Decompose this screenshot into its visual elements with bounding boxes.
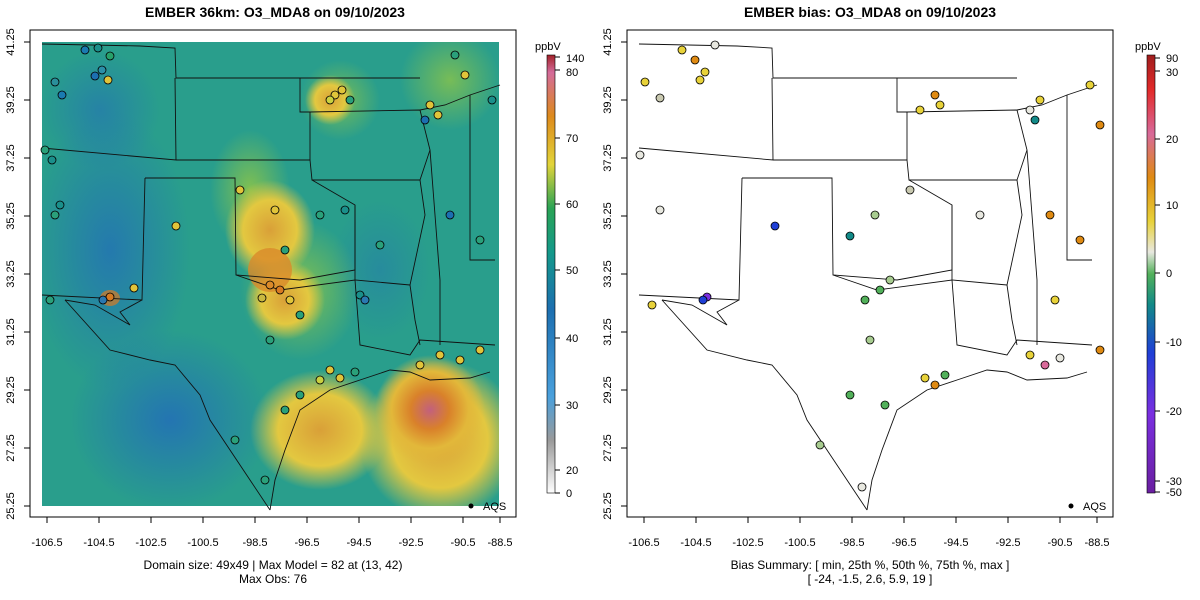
left-footer-line1: Domain size: 49x49 | Max Model = 82 at (… — [143, 558, 403, 572]
y-tick-label: 33.25 — [5, 260, 17, 288]
colorbar-tick-label: 0 — [566, 488, 572, 500]
y-tick-label: 31.25 — [602, 318, 614, 346]
x-tick-label: -100.5 — [784, 537, 815, 549]
x-tick-label: -92.5 — [995, 537, 1020, 549]
y-tick-label: 39.25 — [5, 86, 17, 114]
model-colorbar-ticks — [555, 56, 560, 494]
y-tick-label: 35.25 — [5, 202, 17, 230]
colorbar-tick-label: -30 — [1166, 476, 1182, 488]
right-footer-line2: [ -24, -1.5, 2.6, 5.9, 19 ] — [807, 572, 933, 586]
colorbar-tick-label: -10 — [1166, 337, 1182, 349]
x-tick-label: -96.5 — [294, 537, 319, 549]
y-tick-label: 33.25 — [602, 260, 614, 288]
right-x-tick-labels: -106.5 -104.5 -102.5 -100.5 -98.5 -96.5 … — [628, 537, 1109, 549]
x-tick-label: -90.5 — [1047, 537, 1072, 549]
x-tick-label: -96.5 — [891, 537, 916, 549]
model-colorbar — [546, 54, 556, 494]
colorbar-tick-label: -50 — [1166, 487, 1182, 499]
right-y-axis — [621, 41, 627, 507]
colorbar-tick-label: 50 — [566, 265, 578, 277]
bias-colorbar-ticks — [1155, 57, 1160, 493]
right-footer-line1: Bias Summary: [ min, 25th %, 50th %, 75t… — [730, 558, 1010, 572]
left-y-tick-labels: 25.25 27.25 29.25 31.25 33.25 35.25 37.2… — [5, 28, 17, 520]
x-tick-label: -106.5 — [628, 537, 659, 549]
model-colorbar-unit: ppbV — [535, 41, 561, 53]
x-tick-label: -100.5 — [187, 537, 218, 549]
model-colorbar-labels: 0 20 30 40 50 60 70 80 140 — [566, 53, 584, 500]
colorbar-tick-label: 80 — [566, 67, 578, 79]
bias-colorbar-labels: -50 -30 -20 -10 0 10 20 30 90 — [1166, 53, 1182, 499]
y-tick-label: 25.25 — [602, 492, 614, 520]
x-tick-label: -104.5 — [83, 537, 114, 549]
left-x-axis — [46, 517, 501, 523]
aqs-legend-marker — [1068, 503, 1074, 509]
bias-colorbar-unit: ppbV — [1135, 41, 1161, 53]
aqs-legend-marker — [468, 503, 474, 509]
aqs-legend-label: AQS — [483, 501, 506, 513]
x-tick-label: -98.5 — [839, 537, 864, 549]
x-tick-label: -102.5 — [135, 537, 166, 549]
x-tick-label: -104.5 — [680, 537, 711, 549]
colorbar-tick-label: 70 — [566, 133, 578, 145]
colorbar-tick-label: 30 — [566, 400, 578, 412]
x-tick-label: -88.5 — [1084, 537, 1109, 549]
y-tick-label: 35.25 — [602, 202, 614, 230]
left-x-tick-labels: -106.5 -104.5 -102.5 -100.5 -98.5 -96.5 … — [31, 537, 512, 549]
left-panel-title: EMBER 36km: O3_MDA8 on 09/10/2023 — [145, 4, 405, 20]
colorbar-tick-label: 30 — [1166, 67, 1178, 79]
right-y-tick-labels: 25.25 27.25 29.25 31.25 33.25 35.25 37.2… — [602, 28, 614, 520]
colorbar-tick-label: 20 — [1166, 134, 1178, 146]
colorbar-tick-label: 0 — [1166, 268, 1172, 280]
colorbar-tick-label: 10 — [1166, 200, 1178, 212]
x-tick-label: -98.5 — [242, 537, 267, 549]
y-tick-label: 29.25 — [5, 376, 17, 404]
left-aqs-sites — [40, 43, 497, 485]
y-tick-label: 41.25 — [602, 28, 614, 56]
bias-colorbar — [1146, 54, 1156, 494]
colorbar-tick-label: 60 — [566, 199, 578, 211]
y-tick-label: 31.25 — [5, 318, 17, 346]
x-tick-label: -90.5 — [450, 537, 475, 549]
model-field — [42, 42, 499, 506]
x-tick-label: -94.5 — [346, 537, 371, 549]
colorbar-tick-label: 140 — [566, 53, 584, 65]
x-tick-label: -102.5 — [732, 537, 763, 549]
left-footer-line2: Max Obs: 76 — [238, 572, 308, 586]
colorbar-tick-label: -20 — [1166, 406, 1182, 418]
colorbar-tick-label: 20 — [566, 465, 578, 477]
colorbar-tick-label: 40 — [566, 333, 578, 345]
y-tick-label: 41.25 — [5, 28, 17, 56]
x-tick-label: -88.5 — [487, 537, 512, 549]
y-tick-label: 27.25 — [602, 434, 614, 462]
y-tick-label: 37.25 — [5, 144, 17, 172]
x-tick-label: -92.5 — [398, 537, 423, 549]
right-x-axis — [643, 517, 1098, 523]
left-y-axis — [24, 41, 30, 507]
y-tick-label: 39.25 — [602, 86, 614, 114]
y-tick-label: 29.25 — [602, 376, 614, 404]
right-state-borders — [638, 43, 1098, 511]
aqs-legend-label: AQS — [1083, 501, 1106, 513]
right-panel-title: EMBER bias: O3_MDA8 on 09/10/2023 — [743, 4, 997, 20]
y-tick-label: 27.25 — [5, 434, 17, 462]
x-tick-label: -106.5 — [31, 537, 62, 549]
x-tick-label: -94.5 — [943, 537, 968, 549]
colorbar-tick-label: 90 — [1166, 53, 1178, 65]
y-tick-label: 37.25 — [602, 144, 614, 172]
right-bias-sites — [635, 40, 1105, 492]
y-tick-label: 25.25 — [5, 492, 17, 520]
